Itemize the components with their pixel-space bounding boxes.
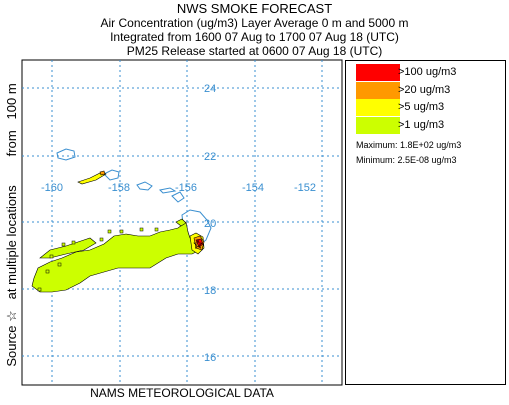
legend-swatch-gt100: [356, 64, 400, 81]
lon-label-160: -160: [41, 182, 63, 194]
map-title: NWS SMOKE FORECAST: [176, 1, 333, 16]
plume-kauai-streak: [77, 171, 107, 185]
longitude-labels: -160 -158 -156 -154 -152: [41, 182, 316, 194]
niihau-coast: [56, 148, 76, 161]
legend-label-gt5: >5 ug/m3: [398, 101, 445, 113]
subtitle-integration: Integrated from 1600 07 Aug to 1700 07 A…: [110, 30, 399, 44]
plume-west-lobe: [39, 237, 97, 259]
legend-label-gt1: >1 ug/m3: [398, 119, 445, 131]
oahu-coast: [136, 181, 153, 191]
lon-label-154: -154: [242, 182, 264, 194]
legend-item-gt20: >20 ug/m3: [356, 82, 496, 99]
legend-item-gt1: >1 ug/m3: [356, 117, 496, 134]
legend-maximum: Maximum: 1.8E+02 ug/m3: [356, 140, 462, 150]
lat-label-16: 16: [204, 352, 216, 364]
lat-lon-grid: [22, 60, 342, 385]
lon-label-156: -156: [175, 182, 197, 194]
source-star-icon: [193, 239, 203, 249]
molokai-coast: [158, 187, 177, 194]
subtitle-release: PM25 Release started at 0600 07 Aug 18 (…: [126, 44, 383, 58]
lon-label-158: -158: [108, 182, 130, 194]
legend-minimum: Minimum: 2.5E-08 ug/m3: [356, 155, 457, 165]
lat-label-22: 22: [204, 151, 216, 163]
legend-item-gt100: >100 ug/m3: [356, 64, 496, 81]
legend-swatch-gt20: [356, 82, 400, 99]
legend-item-gt5: >5 ug/m3: [356, 99, 496, 116]
lat-label-24: 24: [204, 83, 216, 95]
plume-east-arm: [175, 218, 187, 227]
legend-panel: >100 ug/m3 >20 ug/m3 >5 ug/m3 >1 ug/m3 M…: [345, 60, 506, 385]
subtitle-concentration: Air Concentration (ug/m3) Layer Average …: [100, 16, 409, 30]
lat-label-20: 20: [204, 218, 216, 230]
source-markers: [193, 239, 203, 249]
legend-swatch-gt5: [356, 99, 400, 116]
lat-label-18: 18: [204, 285, 216, 297]
plume-kauai-streak-core: [99, 170, 106, 176]
smoke-plume: [31, 170, 205, 293]
plume-specks: [37, 227, 159, 292]
legend-swatch-gt1: [356, 117, 400, 134]
legend-label-gt20: >20 ug/m3: [398, 84, 451, 96]
kauai-coast: [103, 169, 120, 181]
meteorological-data-label: NAMS METEOROLOGICAL DATA: [90, 386, 274, 400]
legend-label-gt100: >100 ug/m3: [398, 66, 457, 78]
lon-label-152: -152: [294, 182, 316, 194]
latitude-labels: 24 22 20 18 16: [204, 83, 216, 364]
plume-main-band: [31, 221, 203, 293]
maui-coast: [171, 191, 185, 203]
